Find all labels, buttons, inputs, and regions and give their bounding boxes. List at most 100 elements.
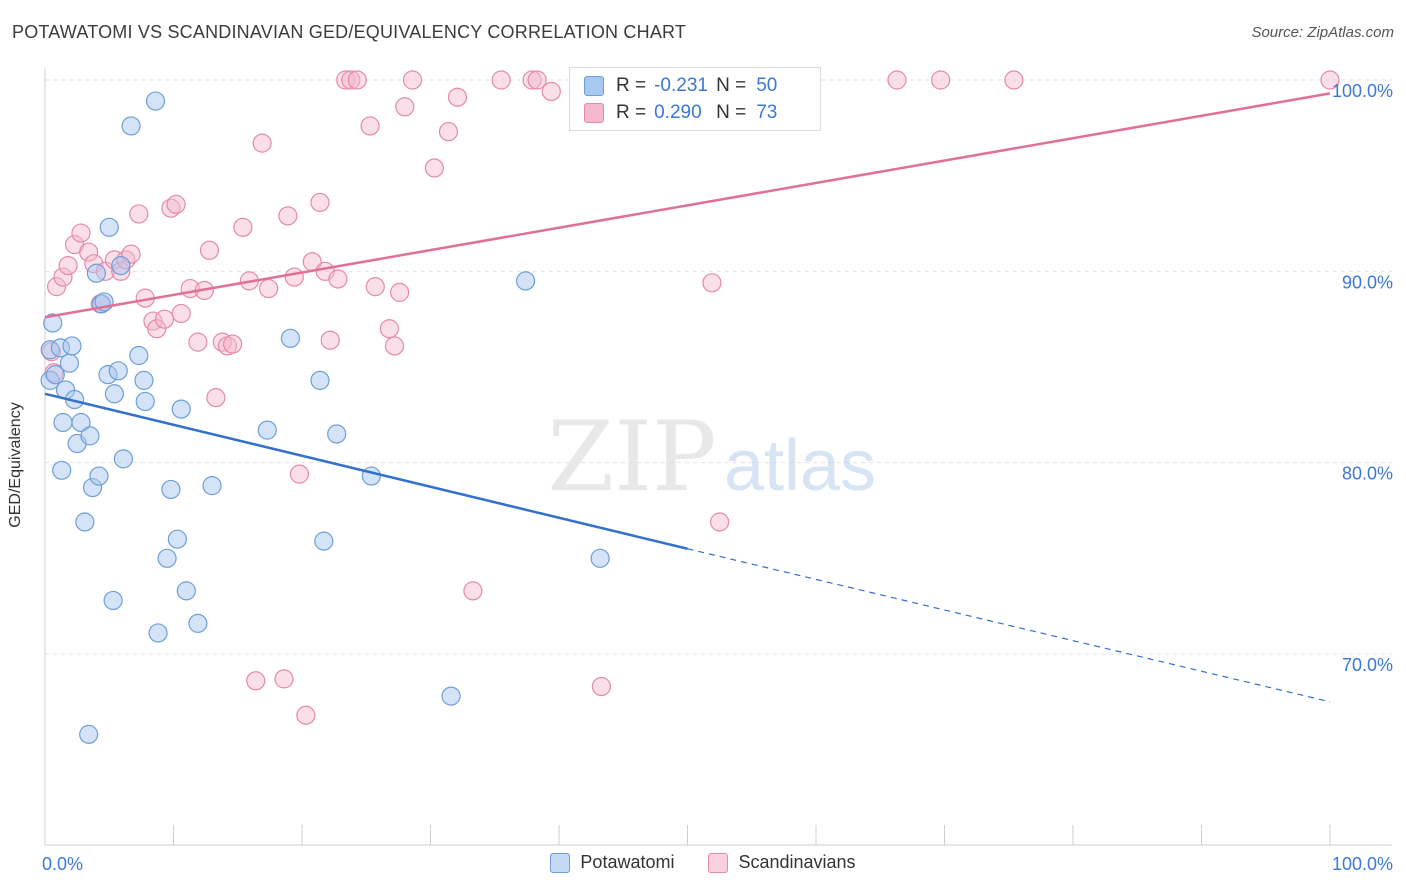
scandinavian-point [379, 319, 399, 339]
legend-r-value: -0.231 [654, 75, 708, 96]
y-tick-label: 90.0% [1342, 272, 1393, 292]
potawatomi-point [515, 271, 536, 291]
scandinavian-point [931, 70, 951, 90]
scandinavian-point [447, 87, 468, 107]
potawatomi-point [171, 399, 191, 419]
correlation-legend: R = -0.231 N = 50 R = 0.290 N = 73 [569, 67, 821, 131]
potawatomi-legend-swatch [550, 852, 571, 873]
scandinavian-point [320, 330, 340, 350]
tick-labels: 70.0% 80.0% 90.0% 100.0% 0.0% 100.0% [42, 81, 1393, 874]
potawatomi-trend-line [44, 392, 688, 550]
scandinavian-point [161, 198, 181, 218]
source-label: Source: ZipAtlas.com [1251, 24, 1394, 41]
potawatomi-point [86, 263, 107, 283]
potawatomi-point [99, 217, 119, 237]
scandinavian-point [58, 255, 78, 276]
scandinavian-legend-swatch [708, 852, 729, 873]
chart-title: POTAWATOMI VS SCANDINAVIAN GED/EQUIVALEN… [12, 22, 687, 42]
scandinavian-point [154, 309, 175, 329]
potawatomi-swatch [584, 76, 604, 96]
potawatomi-point [71, 412, 91, 433]
legend-n-label: N = [716, 102, 747, 123]
potawatomi-point [590, 548, 610, 568]
potawatomi-point [45, 365, 65, 385]
potawatomi-point [148, 623, 168, 643]
scandinavian-point [527, 70, 547, 90]
potawatomi-point [111, 255, 131, 276]
potawatomi-point [89, 466, 109, 486]
potawatomi-point [314, 531, 334, 551]
potawatomi-point [103, 590, 123, 611]
legend-item-potawatomi: Potawatomi [550, 852, 674, 873]
legend-row-potawatomi: R = -0.231 N = 50 [584, 74, 777, 98]
legend-n-label: N = [716, 75, 747, 96]
scandinavian-swatch [584, 103, 604, 123]
scandinavian-point [46, 277, 67, 297]
legend-row-scandinavians: R = 0.290 N = 73 [584, 101, 777, 125]
trend-lines [44, 92, 1331, 703]
potawatomi-point [161, 479, 181, 500]
scandinavian-point [328, 269, 348, 289]
potawatomi-point [134, 370, 154, 390]
y-tick-label: 100.0% [1332, 81, 1393, 101]
scandinavian-point [53, 267, 73, 287]
scandinavian-point [336, 70, 356, 90]
potawatomi-point [145, 91, 166, 111]
potawatomi-point [75, 512, 95, 532]
potawatomi-point [157, 548, 177, 568]
potawatomi-point [59, 353, 80, 373]
scandinavian-point [360, 116, 380, 136]
scandinavian-point [402, 70, 423, 90]
legend-label-scandinavians: Scandinavians [738, 852, 856, 872]
legend-r-value: 0.290 [654, 102, 702, 123]
scandinavian-point [522, 70, 542, 90]
scandinavian-point [424, 158, 444, 178]
potawatomi-point [62, 336, 82, 356]
scandinavian-point [1004, 70, 1024, 90]
scandinavian-point [365, 277, 385, 297]
potawatomi-point [167, 529, 187, 549]
potawatomi-point [129, 345, 149, 366]
scandinavian-trend-line [44, 92, 1331, 319]
legend-r-label: R = [616, 75, 647, 96]
scandinavian-point [390, 282, 410, 302]
potawatomi-point [280, 328, 301, 348]
scandinavian-point [223, 334, 243, 354]
scandinavian-point [289, 464, 310, 484]
x-tick-label: 0.0% [42, 854, 83, 874]
scandinavian-point [710, 512, 730, 532]
potawatomi-point [202, 476, 222, 496]
legend-label-potawatomi: Potawatomi [580, 852, 675, 872]
scandinavian-point [541, 81, 561, 102]
potawatomi-point [121, 116, 141, 136]
legend-n-value: 73 [756, 102, 778, 123]
scandinavian-point [702, 273, 722, 293]
scandinavian-point [129, 204, 149, 224]
x-tick-label: 100.0% [1332, 854, 1393, 874]
legend-n-value: 50 [756, 75, 778, 96]
scandinavian-point [438, 122, 459, 142]
scandinavian-point [199, 240, 220, 260]
potawatomi-trend-extension [687, 548, 1331, 703]
scandinavian-point [258, 278, 279, 299]
scandinavian-point [188, 332, 208, 352]
scandinavian-point [233, 217, 253, 237]
scandinavian-point [171, 303, 191, 324]
scandinavian-point [591, 676, 612, 697]
potawatomi-point [135, 391, 155, 412]
potawatomi-point [310, 370, 330, 390]
potawatomi-point [79, 724, 99, 744]
potawatomi-point [53, 412, 73, 433]
potawatomi-point [108, 361, 128, 381]
grid-lines [45, 79, 1392, 655]
watermark-atlas: atlas [724, 426, 876, 506]
scandinavian-point [1320, 70, 1340, 90]
potawatomi-point [43, 313, 63, 333]
watermark: ZIP atlas [547, 401, 876, 513]
scandinavian-point [252, 133, 272, 153]
potawatomi-point [188, 613, 208, 633]
scandinavian-point [79, 242, 99, 262]
legend-r-label: R = [616, 102, 647, 123]
scandinavian-points [41, 70, 1340, 725]
